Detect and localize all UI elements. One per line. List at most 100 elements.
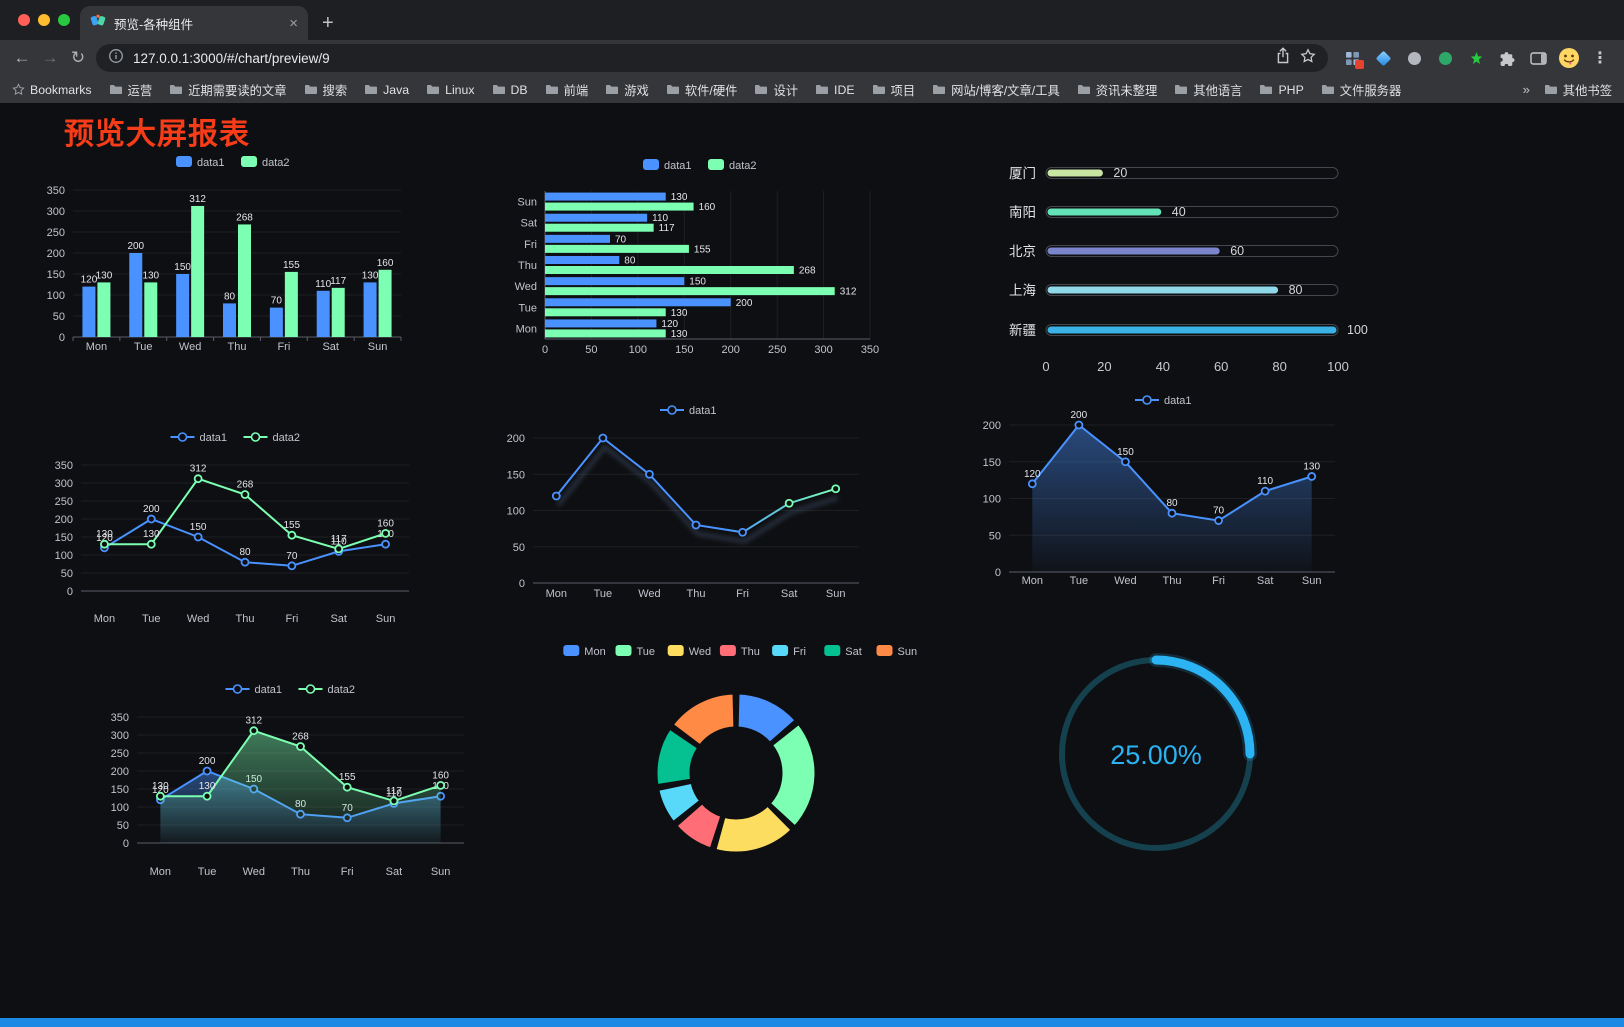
svg-text:130: 130 — [671, 329, 688, 340]
svg-text:50: 50 — [61, 568, 73, 580]
extension-grid-icon[interactable] — [1340, 46, 1364, 70]
svg-text:Tue: Tue — [1070, 575, 1089, 587]
svg-text:200: 200 — [983, 420, 1001, 432]
svg-text:160: 160 — [699, 202, 716, 213]
svg-text:0: 0 — [59, 332, 65, 344]
browser-tab[interactable]: 预览-各种组件 × — [80, 6, 308, 40]
extensions-puzzle-icon[interactable] — [1495, 46, 1519, 70]
bookmark-folder[interactable]: 设计 — [754, 81, 798, 99]
bookmark-folder[interactable]: 前端 — [545, 81, 588, 99]
folder-icon — [365, 85, 378, 94]
svg-text:150: 150 — [675, 344, 693, 356]
svg-text:Fri: Fri — [341, 866, 354, 878]
svg-text:Thu: Thu — [518, 260, 537, 272]
svg-text:250: 250 — [768, 344, 786, 356]
svg-text:130: 130 — [152, 781, 169, 792]
other-bookmarks-label: 其他书签 — [1562, 83, 1612, 98]
svg-text:100: 100 — [55, 550, 73, 562]
folder-icon — [755, 85, 768, 94]
svg-text:130: 130 — [143, 529, 160, 540]
svg-text:data2: data2 — [262, 157, 290, 169]
svg-text:Tue: Tue — [637, 646, 656, 658]
svg-text:80: 80 — [1166, 498, 1178, 509]
svg-text:250: 250 — [111, 748, 129, 760]
bookmark-star-icon[interactable] — [1300, 47, 1316, 69]
bookmark-folder[interactable]: 文件服务器 — [1321, 81, 1401, 99]
svg-text:300: 300 — [814, 344, 832, 356]
bookmark-folder[interactable]: Linux — [426, 83, 475, 97]
svg-text:Wed: Wed — [515, 281, 537, 293]
bookmark-folder[interactable]: Java — [364, 83, 409, 97]
bookmark-folder[interactable]: 软件/硬件 — [666, 81, 737, 99]
bookmark-folder[interactable]: 运营 — [109, 81, 152, 99]
svg-text:北京: 北京 — [1009, 244, 1036, 259]
svg-text:20: 20 — [1113, 166, 1127, 180]
tab-title: 预览-各种组件 — [114, 17, 194, 32]
bookmarks-overflow-icon[interactable]: » — [1522, 82, 1530, 97]
svg-text:312: 312 — [189, 194, 206, 205]
svg-text:200: 200 — [199, 756, 216, 767]
folder-icon — [1321, 85, 1334, 94]
svg-text:130: 130 — [671, 308, 688, 319]
svg-text:300: 300 — [111, 730, 129, 742]
extension-star-icon[interactable] — [1464, 46, 1488, 70]
svg-text:312: 312 — [190, 464, 207, 475]
other-bookmarks-folder[interactable]: 其他书签 — [1544, 81, 1612, 99]
url-text[interactable]: 127.0.0.1:3000/#/chart/preview/9 — [133, 50, 330, 66]
svg-text:Sun: Sun — [898, 646, 918, 658]
bookmark-folder[interactable]: PHP — [1259, 83, 1304, 97]
profile-avatar[interactable] — [1557, 46, 1581, 70]
svg-text:200: 200 — [47, 248, 65, 260]
folder-icon — [492, 85, 505, 94]
side-panel-icon[interactable] — [1526, 46, 1550, 70]
svg-text:117: 117 — [386, 786, 402, 797]
svg-text:60: 60 — [1230, 244, 1244, 258]
forward-icon[interactable]: → — [41, 48, 59, 67]
bookmark-folder[interactable]: DB — [492, 83, 528, 97]
bookmark-folder[interactable]: 网站/博客/文章/工具 — [932, 81, 1060, 99]
svg-text:Wed: Wed — [689, 646, 711, 658]
close-window-button[interactable] — [18, 14, 30, 26]
svg-text:160: 160 — [377, 518, 394, 529]
svg-text:0: 0 — [123, 838, 129, 850]
svg-text:110: 110 — [331, 536, 347, 547]
zoom-window-button[interactable] — [58, 14, 70, 26]
bookmark-folder[interactable]: 近期需要读的文章 — [169, 81, 287, 99]
svg-text:Sun: Sun — [376, 613, 396, 625]
bookmark-folder[interactable]: 资讯未整理 — [1077, 81, 1157, 99]
bookmark-folder[interactable]: 其他语言 — [1174, 81, 1242, 99]
extension-kite-icon[interactable] — [1371, 46, 1395, 70]
share-icon[interactable] — [1275, 47, 1291, 69]
bookmark-folder[interactable]: 搜索 — [304, 81, 347, 99]
reload-icon[interactable]: ↻ — [70, 48, 86, 67]
svg-text:312: 312 — [245, 716, 262, 727]
svg-text:70: 70 — [271, 296, 283, 307]
extension-gray-circle-icon[interactable] — [1402, 46, 1426, 70]
svg-text:70: 70 — [1213, 506, 1225, 517]
tab-close-icon[interactable]: × — [289, 14, 298, 32]
svg-text:Tue: Tue — [518, 302, 537, 314]
extension-badge — [1355, 60, 1364, 69]
address-bar[interactable]: 127.0.0.1:3000/#/chart/preview/9 — [96, 44, 1328, 72]
bookmark-folder[interactable]: 项目 — [872, 81, 915, 99]
menu-icon[interactable]: ⋮ — [1592, 50, 1608, 67]
svg-text:0: 0 — [542, 344, 548, 356]
extension-green-circle-icon[interactable] — [1433, 46, 1457, 70]
svg-text:200: 200 — [127, 241, 144, 252]
svg-text:Thu: Thu — [741, 646, 760, 658]
svg-text:100: 100 — [111, 802, 129, 814]
back-icon[interactable]: ← — [13, 48, 31, 67]
site-info-icon[interactable] — [108, 48, 124, 69]
bookmark-folder[interactable]: IDE — [815, 83, 855, 97]
svg-text:150: 150 — [190, 522, 207, 533]
svg-text:117: 117 — [659, 223, 675, 234]
svg-text:150: 150 — [1117, 447, 1134, 458]
minimize-window-button[interactable] — [38, 14, 50, 26]
svg-text:100: 100 — [1327, 359, 1349, 374]
city-progress-chart: 厦门 20 南阳 40 北京 60 上海 80 新疆 100 0 20 40 60 80 100 — [988, 158, 1368, 398]
new-tab-button[interactable]: + — [322, 12, 334, 34]
bookmarks-root-item[interactable]: Bookmarks — [12, 83, 92, 97]
svg-text:100: 100 — [629, 344, 647, 356]
folder-icon — [304, 85, 317, 94]
bookmark-folder[interactable]: 游戏 — [605, 81, 649, 99]
